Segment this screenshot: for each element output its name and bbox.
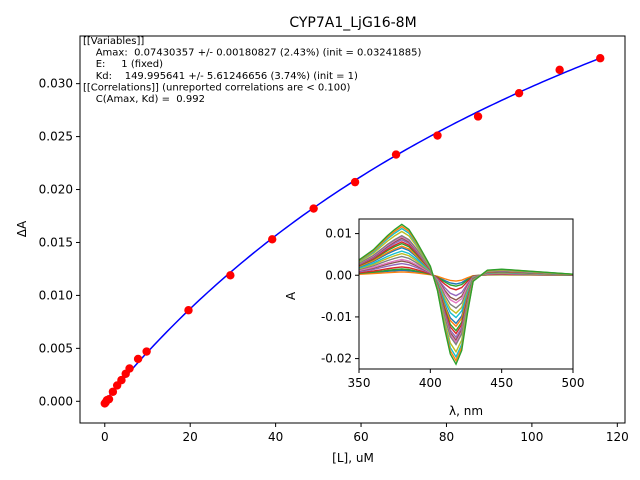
inset-chart: 350 400 450 500 0.01 0.00 -0.01 -0.02 λ, nm A	[284, 218, 585, 418]
y-tick-label: 0.020	[39, 183, 73, 197]
spectrum-line	[358, 223, 574, 366]
y-tick-label: 0.000	[39, 394, 73, 408]
y-tick-label: 0.030	[39, 77, 73, 91]
data-point	[555, 65, 564, 75]
data-point	[117, 375, 126, 385]
y-tick-label: 0.010	[39, 288, 73, 302]
data-point	[268, 235, 277, 244]
x-tick-label: 100	[520, 430, 543, 444]
data-point	[391, 150, 401, 159]
data-point	[309, 204, 318, 213]
x-tick-label: 120	[606, 430, 629, 444]
inset-x-axis-label: λ, nm	[449, 404, 483, 418]
x-tick-label: 40	[268, 430, 283, 444]
data-point	[142, 347, 151, 356]
inset-x-tick-label: 350	[348, 376, 371, 390]
inset-x-tick-label: 450	[490, 376, 513, 390]
data-point	[514, 88, 524, 98]
data-point	[433, 131, 442, 140]
inset-y-axis-label: A	[284, 291, 298, 300]
inset-y-tick-label: -0.02	[321, 352, 352, 366]
main-y-axis-label: ΔA	[15, 220, 29, 237]
y-tick-label: 0.005	[39, 341, 73, 355]
data-point	[133, 354, 143, 364]
inset-axes-frame	[358, 218, 574, 370]
x-tick-label: 0	[101, 430, 109, 444]
inset-y-tick-label: 0.01	[325, 227, 352, 241]
main-axes-frame	[79, 35, 626, 424]
data-point	[596, 54, 605, 63]
data-point	[125, 364, 134, 373]
annotation-line: [[Correlations]] (unreported correlation…	[83, 82, 351, 93]
main-plot-area: 0 20 40 60 80 100 120 0.000 0.005 0.010 0.015 0.020…	[39, 35, 629, 444]
annotation-line: [[Variables]]	[83, 36, 144, 47]
inset-plot-area: 350 400 450 500 0.01 0.00 -0.01 -0.02	[321, 218, 585, 390]
y-tick-label: 0.025	[39, 130, 73, 144]
data-point	[184, 306, 193, 315]
fit-report-annotation: [[Variables]] Amax: 0.07430357 +/- 0.001…	[83, 36, 421, 105]
x-tick-label: 60	[353, 430, 368, 444]
annotation-line: C(Amax, Kd) = 0.992	[83, 94, 205, 105]
annotation-line: E: 1 (fixed)	[83, 59, 163, 70]
main-x-axis-label: [L], uM	[332, 451, 374, 465]
inset-y-tick-label: 0.00	[325, 268, 352, 282]
main-chart: CYP7A1_LjG16-8M 0 20 40 60 80 100 120 0.000 0.00…	[15, 15, 629, 465]
main-chart-title: CYP7A1_LjG16-8M	[289, 15, 416, 31]
data-point	[473, 112, 483, 121]
data-point	[104, 394, 114, 404]
inset-x-tick-label: 400	[419, 376, 442, 390]
x-tick-label: 20	[183, 430, 198, 444]
annotation-line: Kd: 149.995641 +/- 5.61246656 (3.74%) (i…	[83, 71, 358, 82]
data-point	[108, 387, 118, 396]
y-tick-label: 0.015	[39, 235, 73, 249]
inset-y-tick-label: -0.01	[321, 310, 352, 324]
annotation-line: Amax: 0.07430357 +/- 0.00180827 (2.43%) …	[83, 48, 421, 59]
inset-x-tick-label: 500	[562, 376, 585, 390]
x-tick-label: 80	[439, 430, 454, 444]
data-point	[350, 177, 360, 187]
data-point	[226, 271, 235, 280]
